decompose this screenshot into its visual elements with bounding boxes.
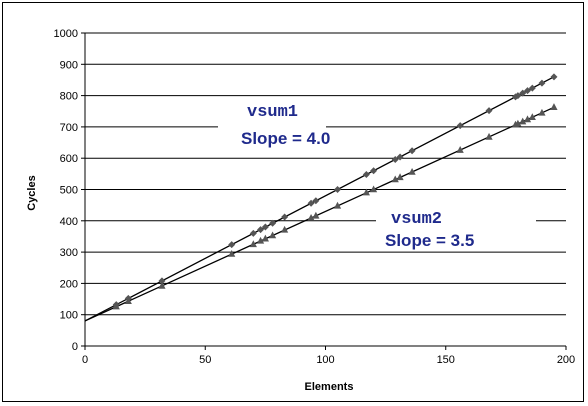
point-series-2-triangle (261, 234, 269, 242)
point-series-2-triangle (249, 240, 257, 248)
annotation-vsum1-label: vsum1 (247, 103, 298, 122)
point-series-2-triangle (550, 103, 558, 110)
point-series-2-triangle (485, 132, 493, 140)
point-series-2-triangle (268, 231, 277, 239)
y-tick-label: 0 (72, 341, 78, 353)
point-series-1-diamond (257, 226, 265, 234)
data-points (112, 73, 558, 310)
point-series-2-triangle (523, 115, 532, 123)
point-series-1-diamond (249, 229, 257, 237)
point-series-1-diamond (524, 87, 532, 95)
chart-frame: 0 100 200 300 400 500 600 700 800 900 1000 0 50 100 1… (2, 2, 584, 402)
x-tick-label: 100 (316, 354, 334, 366)
chart-svg: 0 100 200 300 400 500 600 700 800 900 1000 0 50 100 1… (26, 28, 575, 393)
x-tick-label: 0 (82, 354, 88, 366)
point-series-1-diamond (528, 84, 536, 92)
point-series-1-diamond (396, 153, 404, 161)
point-series-2-triangle (519, 117, 527, 125)
axes (84, 33, 566, 347)
y-tick-label: 400 (60, 216, 78, 228)
point-series-2-triangle (281, 225, 289, 233)
gridlines (81, 32, 567, 350)
point-series-2-triangle (456, 146, 464, 153)
annotation-vsum1-slope: Slope = 4.0 (241, 129, 330, 148)
point-series-1-diamond (281, 213, 289, 221)
y-tick-label: 800 (60, 91, 78, 103)
annotation-2-slope-background (376, 230, 532, 250)
point-series-1-diamond (408, 147, 416, 155)
y-axis-title: Cycles (26, 175, 38, 210)
point-series-2-triangle (307, 213, 315, 221)
point-series-2-triangle (112, 302, 120, 310)
annotation-2-name-background (376, 209, 536, 227)
x-tick-labels: 0 50 100 150 200 (82, 354, 575, 366)
point-series-1-diamond (370, 167, 378, 175)
point-series-1-diamond (158, 277, 166, 285)
point-series-1-diamond (391, 155, 399, 163)
point-series-2-triangle (124, 297, 132, 305)
annotation-vsum2-label: vsum2 (391, 210, 442, 229)
annotation-1-slope-background (218, 126, 326, 152)
y-tick-label: 1000 (54, 28, 78, 40)
x-tick-label: 200 (557, 354, 575, 366)
point-series-1-diamond (538, 79, 546, 87)
point-series-2-triangle (228, 249, 236, 257)
y-tick-label: 100 (60, 310, 78, 322)
point-series-1-diamond (334, 186, 342, 193)
point-series-1-diamond (362, 170, 370, 178)
point-series-1-diamond (550, 73, 558, 81)
y-tick-label: 300 (60, 247, 78, 259)
point-series-2-triangle (514, 119, 522, 127)
point-series-2-triangle (158, 281, 166, 289)
point-series-2-triangle (333, 201, 342, 209)
x-tick-label: 50 (199, 354, 211, 366)
point-series-2-triangle (528, 113, 536, 120)
point-series-2-triangle (538, 108, 546, 116)
point-series-1-diamond (228, 241, 236, 249)
x-tick-label: 150 (437, 354, 455, 366)
x-axis-title: Elements (305, 381, 354, 393)
point-series-2-triangle (370, 185, 378, 193)
y-tick-label: 700 (60, 122, 78, 134)
point-series-1-diamond (514, 92, 522, 100)
point-series-2-triangle (391, 175, 399, 183)
annotation-vsum2-slope: Slope = 3.5 (385, 231, 474, 250)
point-series-1-diamond (307, 199, 315, 207)
y-tick-labels: 0 100 200 300 400 500 600 700 800 900 1000 (54, 28, 78, 353)
point-series-1-diamond (312, 197, 320, 205)
point-series-1-diamond (269, 219, 277, 227)
y-tick-label: 200 (60, 278, 78, 290)
point-series-2-triangle (408, 167, 416, 175)
y-tick-label: 500 (60, 185, 78, 197)
point-series-2-triangle (312, 211, 320, 219)
point-series-1-diamond (519, 89, 527, 97)
annotation-1-name-background (201, 101, 366, 121)
point-series-1-diamond (456, 122, 464, 130)
y-tick-label: 900 (60, 59, 78, 71)
y-tick-label: 600 (60, 153, 78, 165)
point-series-2-triangle (362, 188, 370, 196)
point-series-2-triangle (396, 173, 404, 181)
point-series-1-diamond (261, 223, 269, 231)
point-series-2-triangle (256, 236, 265, 244)
point-series-1-diamond (485, 107, 493, 115)
